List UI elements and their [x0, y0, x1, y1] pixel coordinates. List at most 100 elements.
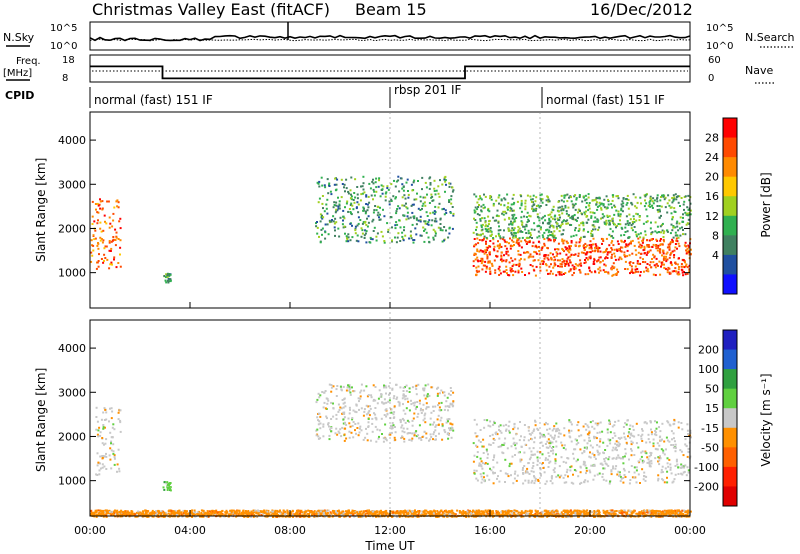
velocity-cell-3 [504, 472, 507, 475]
power-cell-3 [657, 264, 659, 267]
velocity-cell-2 [410, 399, 412, 402]
velocity-cell-4 [308, 516, 311, 518]
power-cell-4 [520, 202, 523, 205]
power-cell-3 [532, 255, 535, 258]
power-cell-3 [626, 268, 629, 271]
power-cell-3 [484, 260, 487, 263]
power-cell-4 [487, 215, 490, 218]
power-cell-4 [482, 207, 485, 210]
velocity-cell-3 [598, 431, 601, 434]
power-cell-3 [684, 265, 687, 268]
velocity-cell-0 [104, 408, 107, 411]
power-cell-4 [532, 204, 535, 206]
velocity-cell-4 [267, 509, 270, 512]
power-cell-3 [485, 240, 487, 243]
power-cell-4 [631, 222, 634, 225]
velocity-cell-2 [383, 386, 386, 389]
power-cell-4 [620, 209, 623, 212]
velocity-cell-3 [551, 436, 554, 439]
power-cell-4 [590, 230, 593, 232]
velocity-cell-2 [339, 385, 342, 388]
velocity-cell-3 [617, 470, 620, 473]
power-cell-2 [357, 211, 360, 214]
velocity-cell-0 [110, 449, 113, 452]
velocity-cell-2 [342, 385, 345, 388]
velocity-cell-2 [425, 407, 428, 410]
velocity-cell-3 [540, 433, 543, 436]
velocity-cell-2 [316, 416, 319, 419]
power-cell-2 [450, 195, 453, 198]
power-cell-2 [443, 226, 446, 228]
power-cell-4 [557, 210, 560, 213]
power-cell-3 [488, 251, 491, 254]
velocity-cell-2 [324, 407, 327, 410]
velocity-cell-2 [335, 395, 338, 397]
power-cell-4 [502, 213, 505, 216]
velocity-cell-2 [397, 400, 400, 403]
velocity-cell-0 [102, 455, 105, 457]
power-cell-2 [438, 202, 441, 205]
velocity-cell-3 [566, 468, 569, 471]
velocity-cell-2 [452, 391, 455, 394]
power-cell-2 [420, 234, 423, 237]
velocity-cell-4 [95, 515, 98, 518]
velocity-cell-4 [186, 510, 188, 513]
power-cell-2 [391, 226, 393, 229]
velocity-cell-0 [112, 450, 115, 453]
velocity-cell-3 [512, 428, 515, 431]
power-cell-4 [666, 230, 669, 233]
velocity-cell-2 [330, 401, 333, 404]
power-cell-4 [688, 199, 691, 202]
power-cell-3 [473, 238, 476, 240]
power-cell-4 [656, 197, 658, 200]
power-cell-4 [663, 198, 666, 201]
velocity-cell-4 [576, 510, 579, 513]
power-cell-3 [473, 245, 476, 248]
power-cell-3 [666, 268, 669, 271]
velocity-cell-2 [402, 427, 405, 430]
power-cell-3 [542, 263, 545, 265]
power-cell-3 [660, 261, 663, 264]
power-cell-4 [640, 202, 642, 205]
power-cell-4 [551, 217, 554, 220]
velocity-cell-3 [624, 448, 627, 451]
velocity-cell-4 [313, 510, 316, 513]
power-cell-3 [510, 267, 513, 270]
power-cell-4 [678, 222, 681, 225]
velocity-cell-2 [411, 419, 414, 422]
velocity-cell-3 [514, 444, 517, 447]
power-cell-3 [528, 272, 531, 275]
velocity-cell-2 [430, 386, 433, 389]
velocity-cell-2 [378, 435, 380, 438]
power-cell-4 [527, 218, 530, 221]
power-cell-4 [652, 197, 655, 200]
velocity-cell-0 [102, 424, 105, 426]
power-cell-4 [502, 210, 505, 213]
power-cell-3 [648, 239, 651, 242]
power-cell-4 [671, 218, 674, 221]
power-cell-2 [419, 209, 422, 211]
power-cell-4 [592, 220, 595, 223]
nsearch-label: N.Search [745, 31, 795, 44]
power-cell-2 [413, 217, 416, 220]
power-cell-4 [651, 231, 654, 234]
power-cell-3 [525, 240, 528, 243]
power-cell-4 [557, 206, 560, 209]
velocity-cell-1 [169, 486, 172, 489]
power-cell-2 [335, 208, 338, 211]
velocity-cell-3 [560, 474, 563, 477]
power-cell-2 [343, 183, 346, 186]
power-cell-4 [595, 196, 598, 199]
velocity-cell-2 [410, 403, 413, 406]
velocity-cell-2 [425, 432, 428, 435]
power-cell-4 [675, 196, 678, 198]
power-cell-2 [316, 232, 319, 235]
velocity-cell-3 [530, 450, 533, 453]
power-cell-4 [547, 198, 550, 201]
power-cell-2 [323, 210, 326, 213]
power-cell-4 [643, 205, 646, 208]
power-cell-2 [423, 220, 426, 223]
power-cell-0 [97, 242, 100, 245]
velocity-cell-2 [447, 409, 449, 412]
velocity-cell-3 [499, 469, 502, 472]
